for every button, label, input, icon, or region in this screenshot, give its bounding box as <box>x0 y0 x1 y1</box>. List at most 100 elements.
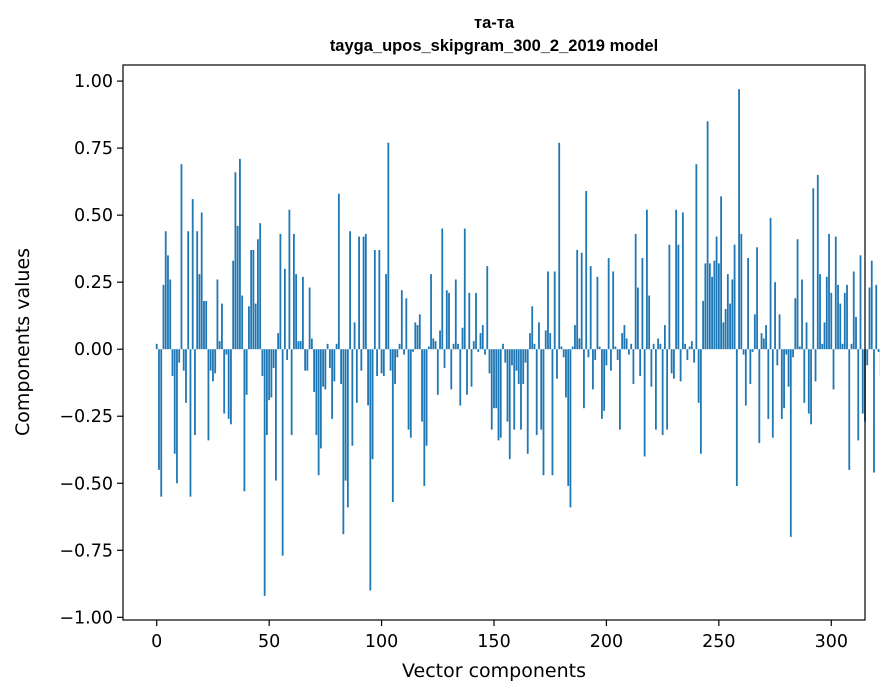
bar <box>376 349 378 377</box>
bar <box>740 233 743 350</box>
bar <box>846 284 848 350</box>
bar <box>439 330 441 350</box>
bar <box>436 349 439 395</box>
bar <box>167 255 169 350</box>
plot-frame <box>122 64 866 621</box>
bar <box>245 349 248 395</box>
bar <box>425 349 428 446</box>
bar <box>749 349 752 385</box>
x-tick-label: 0 <box>151 632 162 652</box>
bar <box>252 250 255 350</box>
bar <box>531 306 534 350</box>
bar <box>868 287 871 350</box>
bar <box>461 327 464 350</box>
bar <box>517 349 520 385</box>
bar <box>623 325 626 350</box>
bar <box>493 349 495 409</box>
bar <box>454 279 457 350</box>
bar <box>281 349 284 556</box>
bar <box>526 349 529 454</box>
bar <box>684 343 687 350</box>
bar <box>427 346 430 350</box>
bar <box>767 349 770 419</box>
bar <box>614 346 617 350</box>
bar <box>421 349 423 422</box>
bar <box>677 244 680 350</box>
bar <box>612 271 615 350</box>
bar <box>263 349 266 596</box>
y-axis-ticks: −1.00 −0.75 −0.50 −0.25 0.00 0.25 0.50 0.75 1.00 <box>59 72 123 628</box>
bar <box>717 263 720 350</box>
bar <box>783 349 785 409</box>
bar <box>380 349 383 374</box>
bar <box>663 325 666 350</box>
bar <box>659 343 662 350</box>
bar <box>675 209 678 350</box>
bar <box>672 349 675 379</box>
bar <box>873 349 875 473</box>
bar <box>155 343 158 350</box>
bar <box>472 341 475 350</box>
y-tick-label: −0.25 <box>59 407 113 427</box>
bar <box>178 349 181 363</box>
bar <box>295 274 298 350</box>
bar <box>369 349 372 591</box>
bar <box>657 338 660 350</box>
bar <box>567 349 570 486</box>
bar <box>688 346 691 350</box>
bar <box>758 349 761 444</box>
bar <box>234 172 237 350</box>
bar <box>596 276 599 350</box>
bar <box>236 225 239 350</box>
chart-subtitle: tayga_upos_skipgram_300_2_2019 model <box>330 37 658 55</box>
bar <box>560 346 563 350</box>
bar <box>315 349 318 435</box>
bar <box>810 349 812 425</box>
bar <box>823 322 826 350</box>
y-tick-label: 0.00 <box>74 340 113 360</box>
y-tick-label: 1.00 <box>74 72 113 92</box>
bar <box>443 349 446 368</box>
bar <box>515 349 518 371</box>
bar <box>459 349 462 406</box>
bar <box>484 349 486 355</box>
bar <box>805 322 808 350</box>
bar <box>418 314 421 350</box>
bar <box>535 349 538 435</box>
bar <box>468 292 471 350</box>
bar <box>490 349 493 430</box>
bar <box>792 349 794 358</box>
bar <box>756 247 758 350</box>
bar <box>553 271 556 350</box>
bar <box>288 209 291 350</box>
bar <box>299 341 302 350</box>
bar <box>533 343 536 350</box>
bar <box>819 274 821 350</box>
bar <box>203 300 205 350</box>
bar <box>551 349 554 476</box>
bar <box>257 239 259 350</box>
bar <box>722 322 725 350</box>
bar <box>230 349 232 425</box>
bar <box>774 282 776 350</box>
bar <box>504 349 507 363</box>
bar <box>412 349 414 352</box>
bar <box>538 322 540 350</box>
bar <box>488 349 491 374</box>
x-tick-label: 300 <box>815 632 848 652</box>
bar <box>738 89 740 350</box>
bar <box>196 231 199 350</box>
bar <box>463 228 466 350</box>
bar <box>227 349 230 419</box>
bar <box>556 349 558 379</box>
bar <box>160 349 163 497</box>
bar <box>855 317 857 350</box>
bar <box>603 349 606 411</box>
bar <box>310 338 313 350</box>
bar <box>765 325 767 350</box>
bar <box>699 349 702 454</box>
bar <box>344 349 347 481</box>
bar <box>852 271 855 350</box>
bar <box>187 231 190 350</box>
bar <box>690 341 693 350</box>
